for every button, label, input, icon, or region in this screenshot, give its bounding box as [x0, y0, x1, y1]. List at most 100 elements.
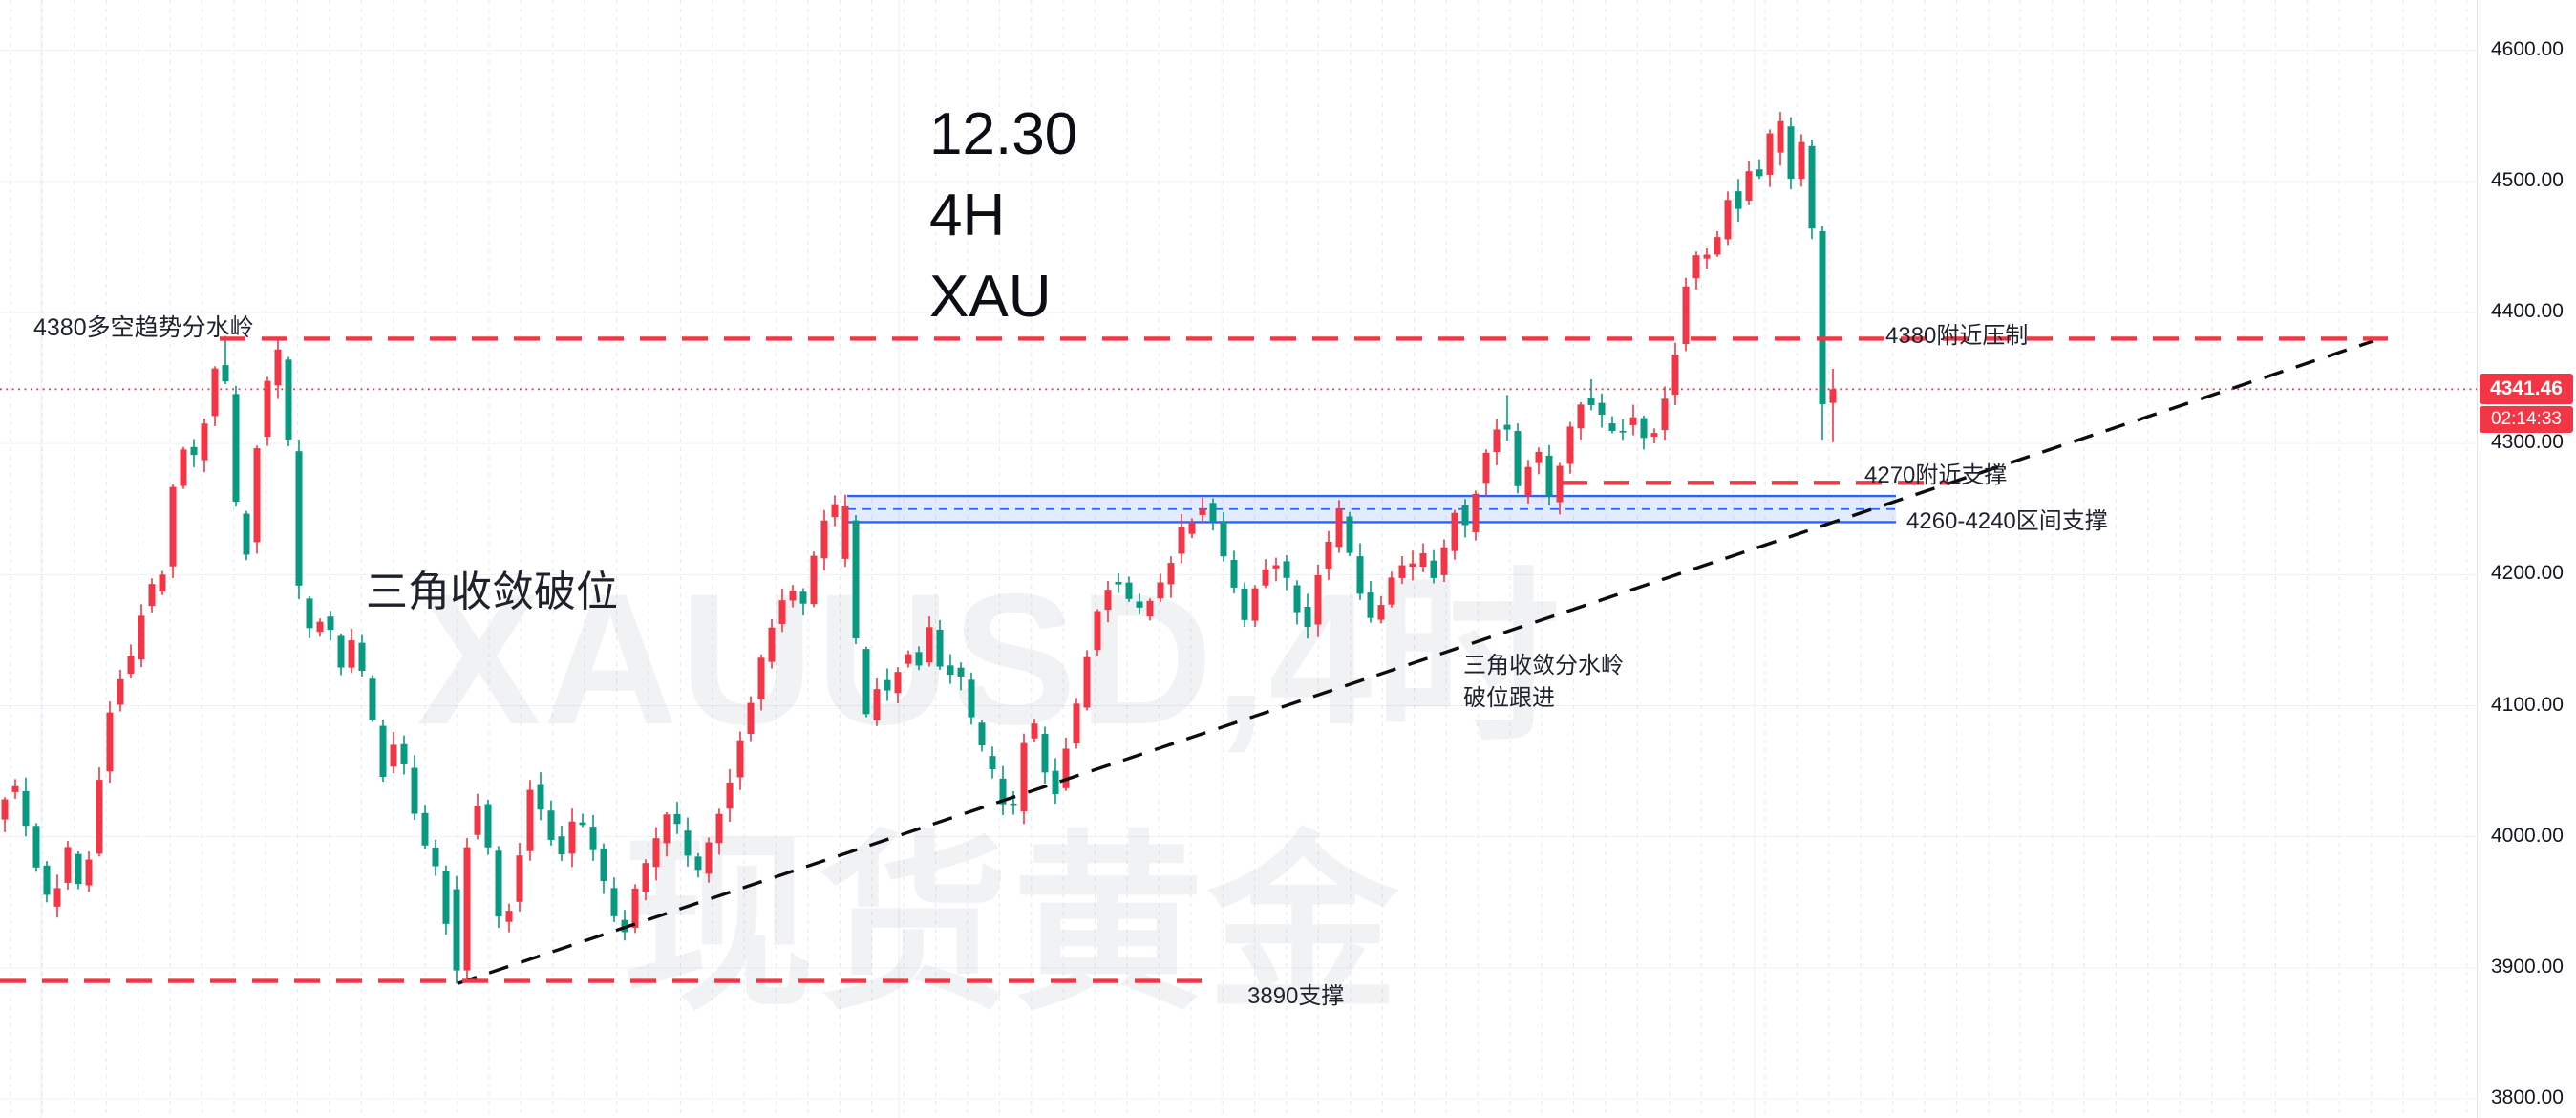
candle-body: [169, 486, 177, 567]
candle-body: [369, 678, 376, 720]
candle-body: [778, 600, 786, 624]
candle-body: [999, 778, 1007, 805]
price-tick-label: 4100.00: [2491, 693, 2564, 716]
annotation-triangle-breakout: 三角收敛破位: [366, 569, 618, 615]
candle-body: [873, 689, 881, 720]
candle-body: [1808, 145, 1816, 229]
candle-body: [1472, 493, 1480, 532]
candle-body: [505, 911, 513, 922]
annotation-4260-4240-range-support: 4260-4240区间支撑: [1906, 508, 2108, 534]
candle-body: [978, 722, 986, 746]
candle-body: [222, 365, 229, 382]
candle-body: [1, 799, 9, 820]
candle-body: [232, 394, 240, 503]
candle-body: [274, 349, 282, 386]
candle-body: [1419, 553, 1427, 567]
candle-body: [264, 380, 271, 438]
candle-body: [841, 506, 849, 559]
candle-body: [53, 888, 61, 907]
candle-body: [1220, 522, 1227, 557]
candle-body: [1188, 522, 1196, 534]
candle-body: [106, 712, 114, 772]
bar-countdown-tag: 02:14:33: [2480, 406, 2573, 434]
candle-body: [421, 812, 429, 846]
candle-body: [1230, 559, 1238, 588]
candle-body: [831, 504, 839, 518]
candle-body: [516, 855, 523, 902]
session-note-date: 12.30: [929, 101, 1078, 167]
candle-body: [568, 821, 576, 854]
candle-body: [1293, 585, 1301, 613]
candle-body: [1661, 398, 1669, 431]
candle-body: [1052, 770, 1059, 795]
candle-body: [1241, 588, 1248, 620]
candle-body: [1262, 569, 1269, 586]
candle-body: [1735, 191, 1742, 209]
candle-body: [1356, 556, 1364, 594]
candle-body: [579, 822, 586, 826]
candle-body: [75, 853, 82, 885]
candle-body: [1535, 451, 1543, 463]
annotation-triangle-watershed: 三角收敛分水岭 破位跟进: [1463, 650, 1624, 715]
session-note: 12.30 4H XAU: [929, 94, 1077, 337]
candle-body: [926, 627, 933, 663]
candle-body: [180, 449, 187, 486]
candle-body: [789, 591, 797, 601]
candle-body: [1745, 171, 1753, 201]
candle-body: [673, 813, 681, 825]
candle-body: [537, 784, 544, 810]
candle-body: [610, 888, 618, 916]
candle-body: [726, 782, 734, 809]
candle-body: [757, 657, 765, 700]
candle-body: [379, 725, 387, 778]
candle-body: [1398, 565, 1406, 578]
session-note-timeframe: 4H: [929, 183, 1006, 248]
candle-body: [1136, 601, 1143, 608]
candle-body: [1640, 418, 1648, 439]
candle-body: [1451, 512, 1458, 551]
annotation-triangle-watershed-line1: 三角收敛分水岭: [1463, 653, 1624, 678]
candle-body: [1482, 452, 1490, 484]
candle-body: [663, 814, 671, 844]
candle-body: [1125, 582, 1133, 599]
candle-body: [1566, 426, 1574, 464]
candle-body: [558, 836, 565, 855]
candle-body: [138, 615, 145, 660]
candle-body: [1787, 126, 1795, 180]
candle-body: [1724, 200, 1732, 240]
candle-body: [1199, 508, 1206, 515]
candle-body: [1041, 734, 1049, 773]
candle-body: [463, 847, 471, 971]
candle-body: [1692, 255, 1700, 279]
candle-body: [127, 656, 135, 675]
candle-body: [989, 756, 996, 769]
candle-body: [411, 767, 418, 814]
candle-body: [1167, 563, 1175, 585]
candle-body: [1650, 433, 1658, 437]
price-tick-label: 4200.00: [2491, 562, 2564, 585]
candle-body: [453, 889, 460, 971]
candle-body: [1503, 424, 1511, 430]
candle-body: [947, 665, 954, 676]
candle-body: [547, 810, 555, 840]
price-axis[interactable]: 4600.00 4500.00 4400.00 4300.00 4200.00 4100.…: [2477, 0, 2576, 1118]
candle-body: [358, 642, 366, 671]
candle-body: [285, 359, 292, 440]
candle-body: [190, 446, 198, 456]
candle-body: [1377, 605, 1385, 620]
candle-body: [495, 850, 502, 917]
candle-body: [1819, 230, 1826, 405]
candle-body: [862, 649, 870, 715]
candle-body: [1577, 404, 1585, 429]
candle-body: [348, 640, 355, 668]
candle-body: [306, 598, 313, 629]
candle-body: [1388, 577, 1395, 605]
candle-body: [684, 830, 692, 856]
candle-body: [1073, 703, 1080, 744]
candle-body: [96, 780, 103, 854]
candle-body: [799, 591, 807, 604]
candle-body: [1766, 133, 1774, 175]
